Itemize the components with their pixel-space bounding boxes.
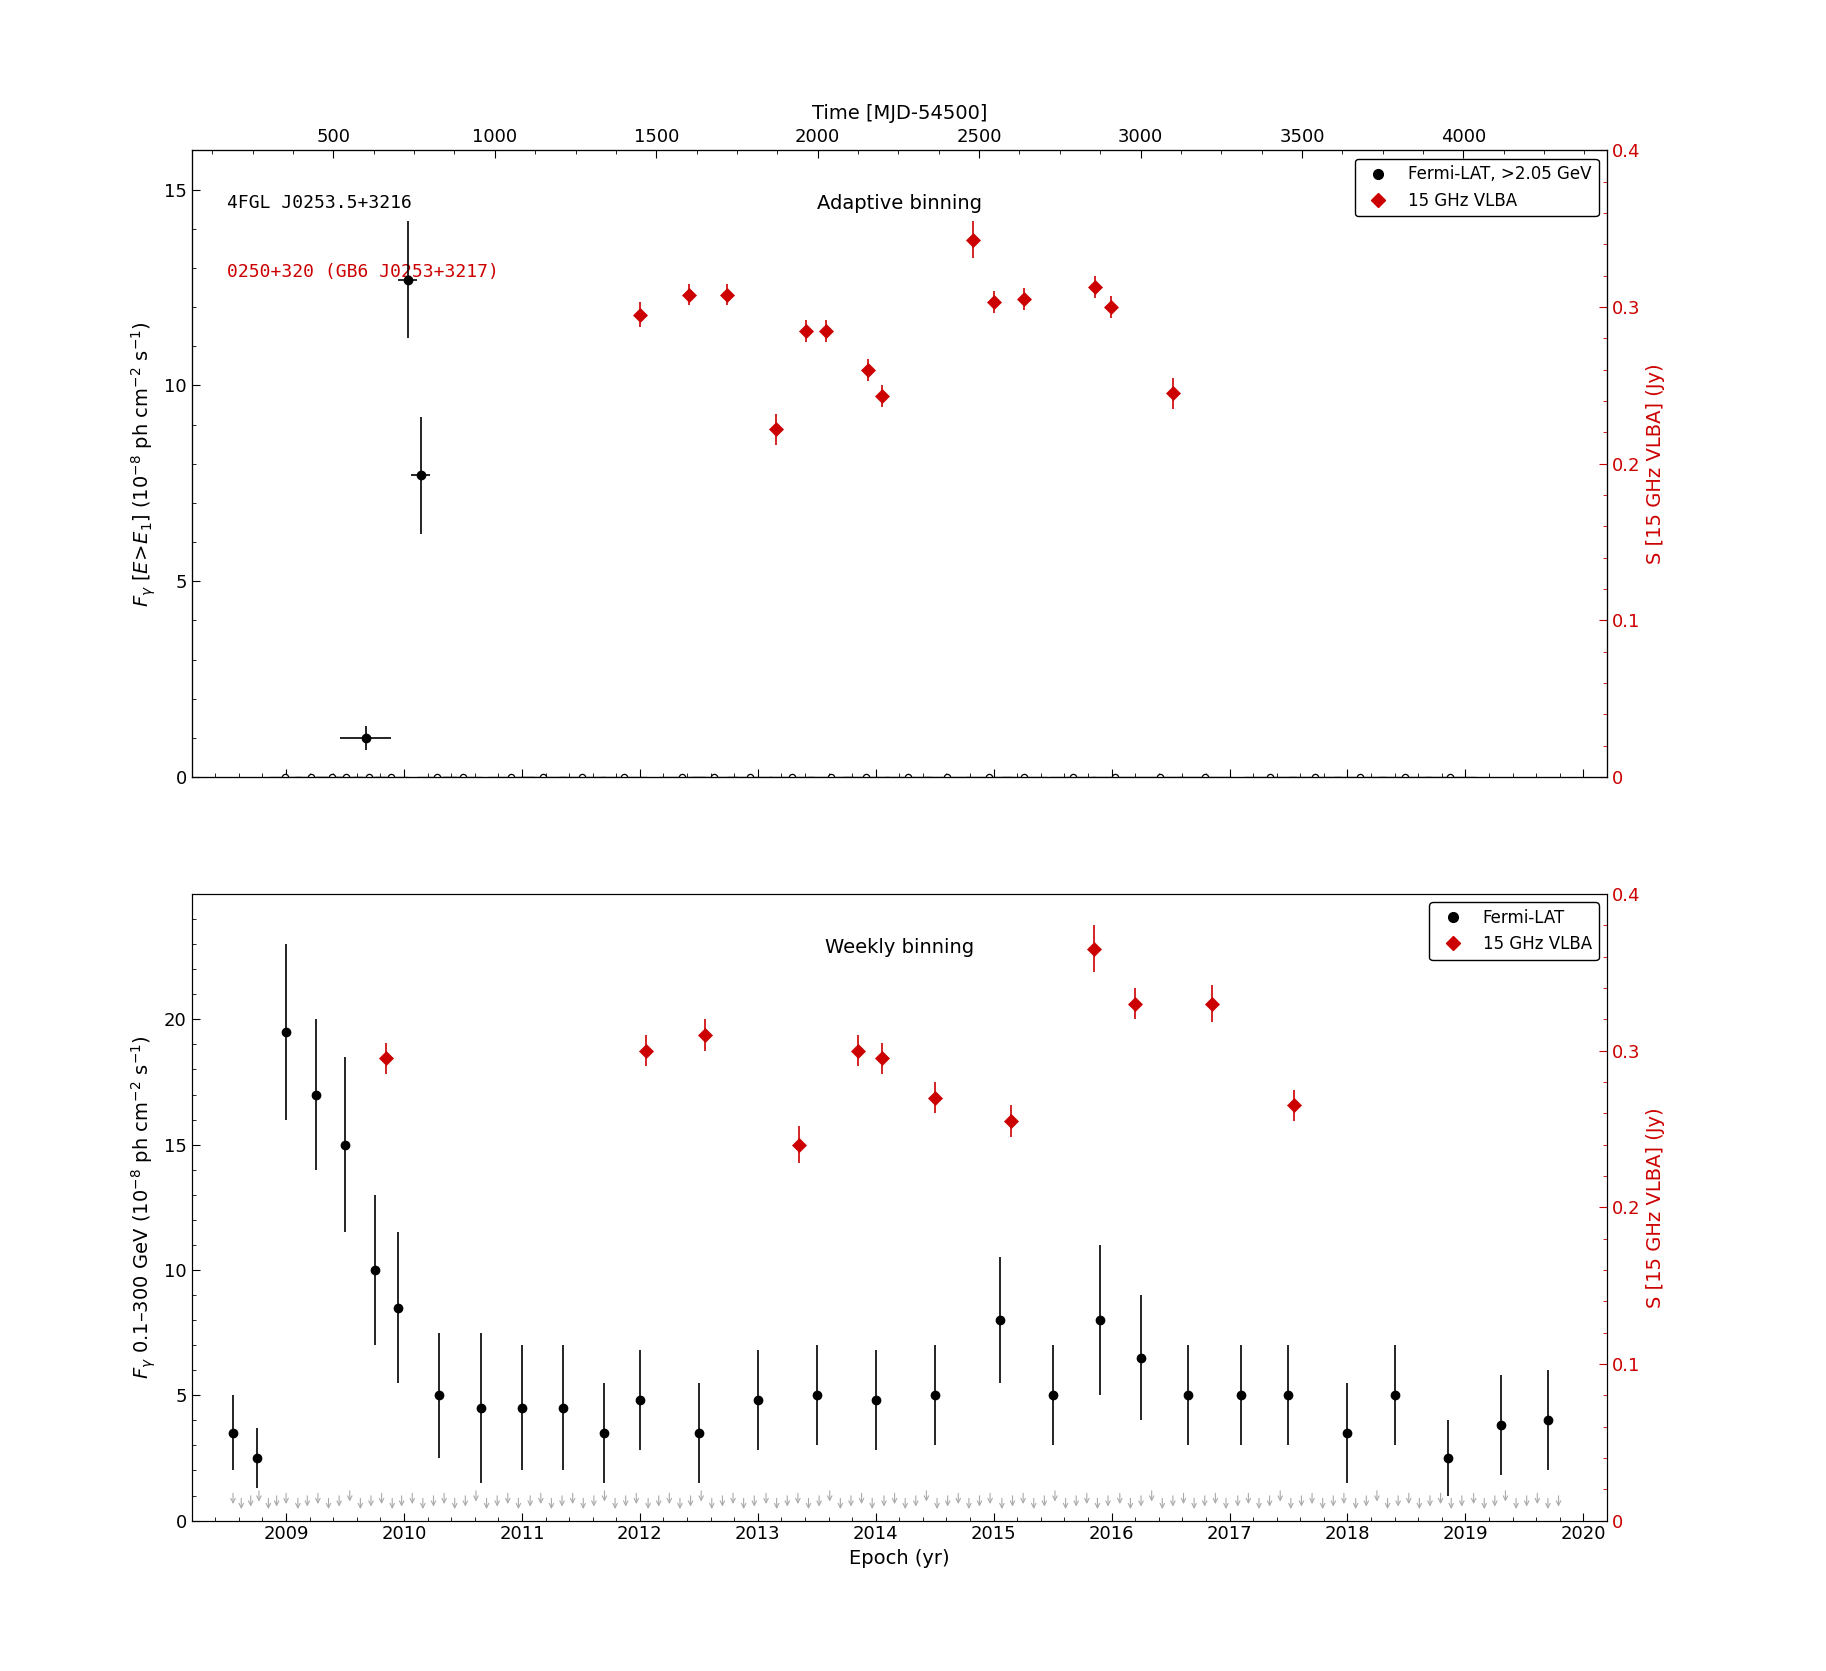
Y-axis label: S [15 GHz VLBA] (Jy): S [15 GHz VLBA] (Jy)	[1645, 363, 1665, 565]
Text: 4FGL J0253.5+3216: 4FGL J0253.5+3216	[226, 194, 413, 212]
Y-axis label: $F_\gamma\ 0.1$–$300\ \mathrm{GeV}\ (10^{-8}\ \mathrm{ph\ cm^{-2}\ s^{-1}})$: $F_\gamma\ 0.1$–$300\ \mathrm{GeV}\ (10^…	[130, 1036, 159, 1379]
X-axis label: Time [MJD-54500]: Time [MJD-54500]	[811, 104, 988, 124]
Text: Adaptive binning: Adaptive binning	[816, 194, 982, 214]
Legend: Fermi-LAT, 15 GHz VLBA: Fermi-LAT, 15 GHz VLBA	[1430, 902, 1598, 959]
Y-axis label: S [15 GHz VLBA] (Jy): S [15 GHz VLBA] (Jy)	[1645, 1106, 1665, 1308]
Text: Weekly binning: Weekly binning	[825, 937, 973, 957]
Text: 0250+320 (GB6 J0253+3217): 0250+320 (GB6 J0253+3217)	[226, 262, 498, 281]
Legend: Fermi-LAT, >2.05 GeV, 15 GHz VLBA: Fermi-LAT, >2.05 GeV, 15 GHz VLBA	[1355, 159, 1598, 216]
Y-axis label: $F_\gamma\ [E\!>\!E_1]\ (10^{-8}\ \mathrm{ph\ cm^{-2}\ s^{-1}})$: $F_\gamma\ [E\!>\!E_1]\ (10^{-8}\ \mathr…	[130, 321, 159, 607]
X-axis label: Epoch (yr): Epoch (yr)	[849, 1549, 950, 1567]
